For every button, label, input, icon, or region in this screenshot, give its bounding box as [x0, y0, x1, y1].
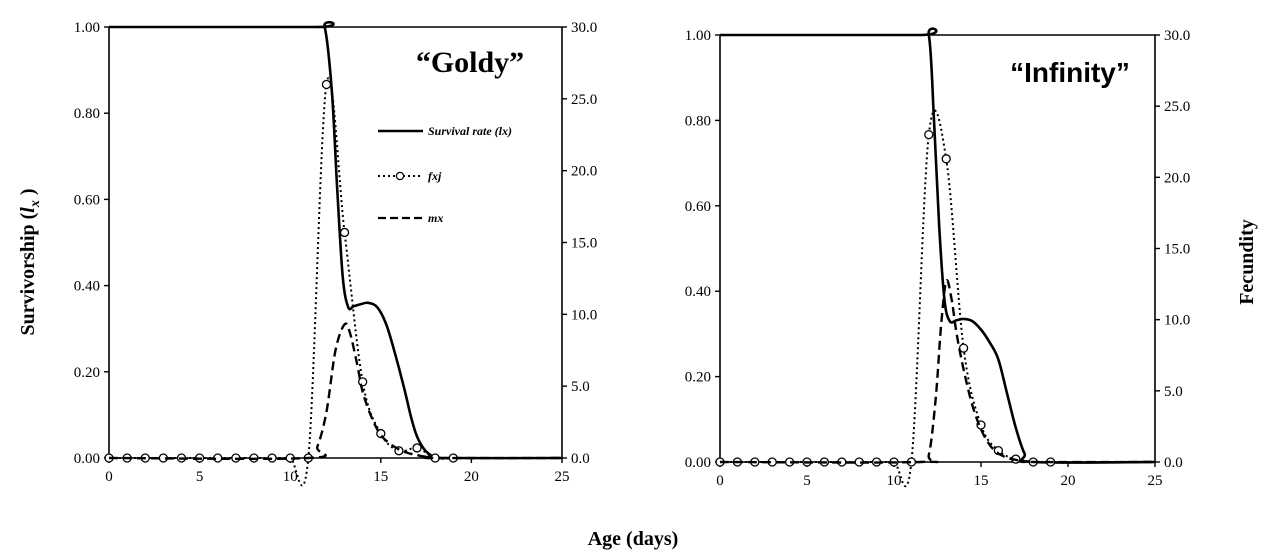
x-tick-label: 0	[716, 473, 724, 489]
y-left-tick-label: 0.40	[74, 279, 100, 295]
panel-infinity: 0 5 10 15 20 25 0.00 0.20 0.40 0.60 0.80 1.00 0.0 5.0…	[685, 27, 1190, 489]
fxj-point-marker	[321, 79, 332, 90]
series-line-dashed	[108, 322, 563, 461]
series-line-dotted	[720, 109, 1051, 488]
x-tick-label: 5	[196, 469, 204, 485]
y-right-tick-label: 5.0	[571, 379, 590, 395]
y-right-tick-label: 25.0	[571, 92, 597, 108]
y-left-tick-label: 0.40	[685, 284, 711, 300]
x-axis-title: Age (days)	[588, 528, 679, 550]
y-left-tick-label: 0.80	[685, 113, 711, 129]
y-right-tick-label: 10.0	[1164, 313, 1190, 329]
y-left-tick-label: 1.00	[74, 20, 100, 36]
y-axis-title-survivorship: Survivorship (lx )	[17, 188, 43, 335]
fxj-point-marker	[339, 227, 350, 238]
y-right-tick-label: 15.0	[1164, 242, 1190, 258]
y-left-tick-label: 0.80	[74, 106, 100, 122]
fxj-point-marker	[924, 129, 934, 140]
fxj-point-marker	[941, 154, 951, 164]
y-left-tick-label: 0.00	[685, 455, 711, 471]
y-right-tick-label: 0.0	[1164, 455, 1183, 471]
y-left-tick-label: 1.00	[685, 28, 711, 44]
x-tick-label: 10	[283, 469, 298, 485]
fxj-point-marker	[358, 377, 368, 387]
panel-title: “Infinity”	[1010, 57, 1130, 88]
y-right-tick-label: 25.0	[1164, 99, 1190, 115]
y-right-tick-label: 20.0	[1164, 170, 1190, 186]
x-tick-label: 25	[1148, 473, 1163, 489]
y-left-tick-label: 0.60	[74, 192, 100, 208]
legend-label-mx: mx	[428, 211, 443, 225]
y-right-tick-label: 5.0	[1164, 384, 1183, 400]
x-tick-label: 20	[464, 469, 479, 485]
y-axis-title-fecundity: Fecundity	[1236, 219, 1258, 305]
y-right-tick-label: 0.0	[571, 451, 590, 467]
series-line-solid	[720, 27, 1156, 464]
y-right-tick-label: 10.0	[571, 307, 597, 323]
y-right-tick-label: 20.0	[571, 164, 597, 180]
series-line-dotted	[108, 77, 454, 487]
fxj-point-marker	[412, 443, 422, 453]
legend-marker-fxj	[395, 171, 405, 181]
legend-label-lx: Survival rate (lx)	[428, 124, 512, 138]
x-tick-label: 15	[373, 469, 388, 485]
x-tick-label: 0	[105, 469, 113, 485]
x-tick-label: 15	[974, 473, 989, 489]
series-line-dashed	[719, 279, 1156, 464]
fxj-point-marker	[958, 343, 969, 353]
legend: Survival rate (lx) fxj mx	[378, 124, 512, 225]
x-tick-label: 10	[887, 473, 902, 489]
panel-title: “Goldy”	[416, 46, 524, 79]
y-left-tick-label: 0.20	[74, 365, 100, 381]
y-right-tick-label: 15.0	[571, 236, 597, 252]
x-tick-label: 20	[1061, 473, 1076, 489]
y-right-tick-label: 30.0	[1164, 28, 1190, 44]
x-tick-label: 25	[555, 469, 570, 485]
x-tick-label: 5	[803, 473, 811, 489]
y-left-tick-label: 0.00	[74, 451, 100, 467]
panel-goldy: 0 5 10 15 20 25 0.00 0.20 0.40 0.60 0.80 1.00 0.0 5.0…	[74, 20, 597, 487]
legend-label-fxj: fxj	[428, 169, 442, 183]
series-line-solid	[108, 20, 563, 460]
y-left-tick-label: 0.20	[685, 370, 711, 386]
y-right-tick-label: 30.0	[571, 20, 597, 36]
y-left-tick-label: 0.60	[685, 199, 711, 215]
